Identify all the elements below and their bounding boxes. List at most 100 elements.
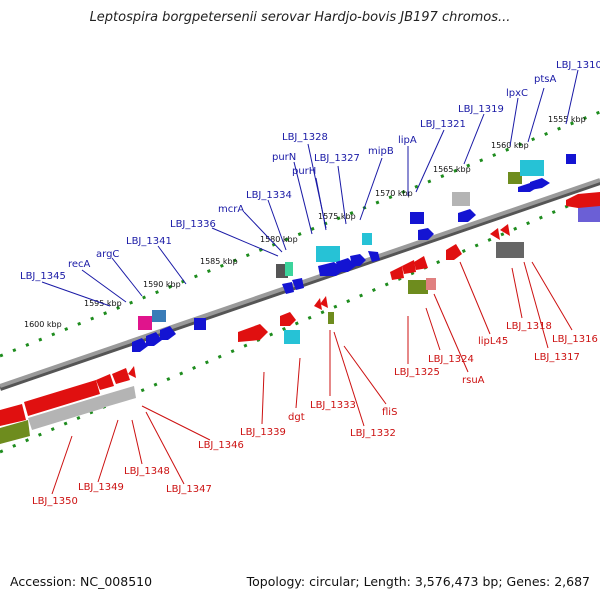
gene-arrow[interactable] <box>566 192 600 208</box>
gene-label-lbj-1324[interactable]: LBJ_1324 <box>428 354 474 365</box>
leader-line <box>565 69 579 125</box>
tick-label-1570: 1570 kbp <box>375 189 413 198</box>
gene-arrow[interactable] <box>280 312 296 326</box>
gene-label-lbj-1333[interactable]: LBJ_1333 <box>310 400 356 411</box>
gene-label-lbj-1334[interactable]: LBJ_1334 <box>246 190 292 201</box>
gene-arrow[interactable] <box>414 256 428 270</box>
accession-text: Accession: NC_008510 <box>10 574 153 589</box>
gene-arrow[interactable] <box>490 228 500 240</box>
gene-block[interactable] <box>362 233 372 245</box>
gene-block-long[interactable] <box>28 396 104 430</box>
gene-label-lbj-1321[interactable]: LBJ_1321 <box>420 119 466 130</box>
gene-label-lbj-1336[interactable]: LBJ_1336 <box>170 219 216 230</box>
gene-label-lbj-1349[interactable]: LBJ_1349 <box>78 482 124 493</box>
gene-arrow[interactable] <box>292 278 304 290</box>
gene-label-lbj-1319[interactable]: LBJ_1319 <box>458 104 504 115</box>
gene-label-purh[interactable]: purH <box>292 166 316 177</box>
gene-arrow[interactable] <box>458 209 476 222</box>
gene-label-lbj-1328[interactable]: LBJ_1328 <box>282 132 328 143</box>
gene-label-lbj-1339[interactable]: LBJ_1339 <box>240 427 286 438</box>
gene-label-lbj-1346[interactable]: LBJ_1346 <box>198 440 244 451</box>
gene-block[interactable] <box>152 310 166 322</box>
gene-label-lbj-1347[interactable]: LBJ_1347 <box>166 484 212 495</box>
gene-label-reca[interactable]: recA <box>68 259 91 270</box>
gene-arrow[interactable] <box>132 338 148 352</box>
gene-label-rsua[interactable]: rsuA <box>462 375 485 386</box>
gene-arrow[interactable] <box>402 260 416 274</box>
gene-label-flis[interactable]: fliS <box>382 407 397 418</box>
reverse-label-leaders <box>51 261 573 495</box>
gene-label-mipb[interactable]: mipB <box>368 146 394 157</box>
gene-arrow[interactable] <box>96 374 114 390</box>
gene-arrow[interactable] <box>350 254 366 266</box>
gene-arrow[interactable] <box>336 258 356 272</box>
leader-line <box>463 113 485 165</box>
gene-block[interactable] <box>285 262 293 276</box>
gene-arrow[interactable] <box>418 228 434 240</box>
gene-label-lbj-1316[interactable]: LBJ_1316 <box>552 334 598 345</box>
gene-label-lbj-1350[interactable]: LBJ_1350 <box>32 496 78 507</box>
gene-arrow[interactable] <box>320 296 328 308</box>
gene-label-lbj-1345[interactable]: LBJ_1345 <box>20 271 66 282</box>
gene-block[interactable] <box>578 206 600 222</box>
gene-block[interactable] <box>328 312 334 324</box>
gene-block[interactable] <box>0 420 30 444</box>
leader-line <box>51 435 73 495</box>
gene-block[interactable] <box>284 330 300 344</box>
gene-label-lbj-1327[interactable]: LBJ_1327 <box>314 153 360 164</box>
leader-line <box>261 371 265 425</box>
gene-block[interactable] <box>138 316 152 330</box>
gene-block[interactable] <box>316 246 340 262</box>
gene-block[interactable] <box>408 280 428 294</box>
gene-label-lbj-1332[interactable]: LBJ_1332 <box>350 428 396 439</box>
leader-line <box>293 161 313 235</box>
leader-line <box>433 293 469 373</box>
gene-label-lbj-1310[interactable]: LBJ_1310 <box>556 60 600 71</box>
leader-line <box>267 199 287 251</box>
gene-arrow[interactable] <box>238 324 268 342</box>
gene-label-lbj-1318[interactable]: LBJ_1318 <box>506 321 552 332</box>
gene-block[interactable] <box>496 242 524 258</box>
gene-block[interactable] <box>194 318 206 330</box>
gene-arrow[interactable] <box>500 224 510 236</box>
leader-line <box>243 211 283 253</box>
gene-arrow[interactable] <box>530 178 550 190</box>
gene-block[interactable] <box>100 386 136 408</box>
gene-arrow[interactable] <box>128 366 136 378</box>
gene-label-mcra[interactable]: mcrA <box>218 204 244 215</box>
gene-label-lipl45[interactable]: lipL45 <box>478 336 508 347</box>
gene-label-lbj-1348[interactable]: LBJ_1348 <box>124 466 170 477</box>
leader-line <box>315 177 327 231</box>
gene-label-argc[interactable]: argC <box>96 249 119 260</box>
gene-block[interactable] <box>426 278 436 290</box>
gene-label-lbj-1317[interactable]: LBJ_1317 <box>534 352 580 363</box>
gene-label-lbj-1341[interactable]: LBJ_1341 <box>126 236 172 247</box>
gene-block[interactable] <box>566 154 576 164</box>
gene-block-long[interactable] <box>24 380 100 416</box>
leader-line <box>211 227 279 257</box>
gene-label-lpxc[interactable]: lpxC <box>506 88 528 99</box>
gene-block[interactable] <box>452 192 470 206</box>
gene-arrow[interactable] <box>368 251 380 262</box>
reverse-genes <box>0 192 600 444</box>
gene-block[interactable] <box>508 172 522 184</box>
gene-block-long[interactable] <box>0 404 26 426</box>
gene-label-lbj-1325[interactable]: LBJ_1325 <box>394 367 440 378</box>
leader-line <box>425 307 441 351</box>
leader-line <box>41 281 111 307</box>
gene-arrow[interactable] <box>146 332 162 346</box>
gene-arrow[interactable] <box>112 368 130 384</box>
gene-arrow[interactable] <box>390 266 404 280</box>
gene-label-lipa[interactable]: lipA <box>398 135 417 146</box>
gene-arrow[interactable] <box>446 244 462 260</box>
gene-block[interactable] <box>520 160 544 176</box>
gene-arrow[interactable] <box>160 326 176 340</box>
gene-arrow[interactable] <box>282 282 294 294</box>
gene-label-purn[interactable]: purN <box>272 152 296 163</box>
gene-label-dgt[interactable]: dgt <box>288 412 305 423</box>
gene-arrow[interactable] <box>314 298 322 310</box>
gene-block[interactable] <box>410 212 424 224</box>
gene-label-ptsa[interactable]: ptsA <box>534 74 556 85</box>
leader-line <box>131 419 143 465</box>
